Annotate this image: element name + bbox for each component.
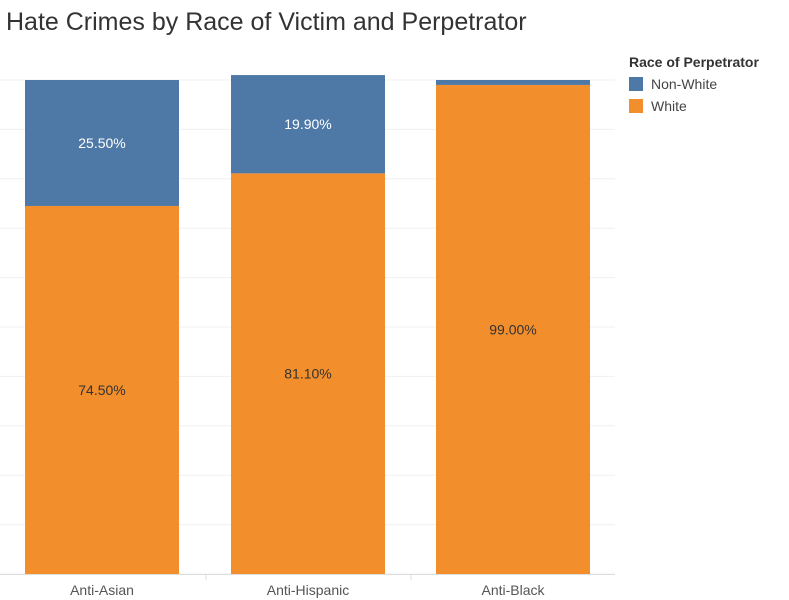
bars xyxy=(25,75,590,574)
bar-white-anti-hispanic[interactable] xyxy=(231,173,385,574)
legend-item-non-white[interactable]: Non-White xyxy=(629,73,759,95)
legend-title: Race of Perpetrator xyxy=(629,54,759,70)
data-label-white-anti-black: 99.00% xyxy=(489,321,536,337)
bar-white-anti-asian[interactable] xyxy=(25,205,179,574)
legend-label-white: White xyxy=(651,98,687,114)
legend: Race of Perpetrator Non-White White xyxy=(629,54,759,117)
x-tick-label-anti-hispanic: Anti-Hispanic xyxy=(267,582,349,598)
data-labels: 74.50% 25.50% 81.10% 19.90% 99.00% xyxy=(78,116,536,398)
x-tick-label-anti-black: Anti-Black xyxy=(481,582,545,598)
x-tick-label-anti-asian: Anti-Asian xyxy=(70,582,134,598)
data-label-white-anti-asian: 74.50% xyxy=(78,382,125,398)
legend-label-non-white: Non-White xyxy=(651,76,718,92)
bar-non-white-anti-black[interactable] xyxy=(436,80,590,85)
data-label-non-white-anti-asian: 25.50% xyxy=(78,135,125,151)
legend-item-white[interactable]: White xyxy=(629,95,759,117)
legend-swatch-non-white xyxy=(629,77,643,91)
data-label-white-anti-hispanic: 81.10% xyxy=(284,366,331,382)
legend-swatch-white xyxy=(629,99,643,113)
chart-title: Hate Crimes by Race of Victim and Perpet… xyxy=(6,8,527,36)
bar-non-white-anti-asian[interactable] xyxy=(25,80,179,206)
x-axis: Anti-Asian Anti-Hispanic Anti-Black xyxy=(0,574,615,598)
bar-non-white-anti-hispanic[interactable] xyxy=(231,75,385,174)
bar-white-anti-black[interactable] xyxy=(436,84,590,574)
data-label-non-white-anti-hispanic: 19.90% xyxy=(284,116,331,132)
